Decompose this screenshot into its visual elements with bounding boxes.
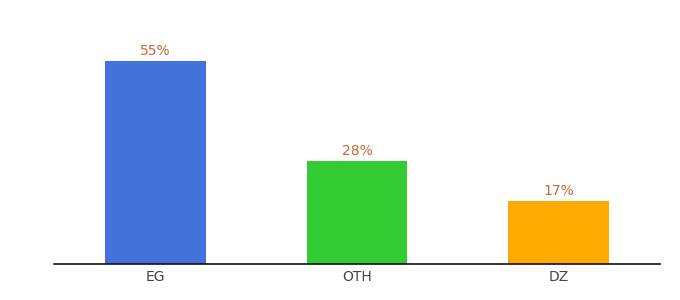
Text: 55%: 55% (140, 44, 171, 58)
Bar (508, 201, 609, 264)
Text: 28%: 28% (341, 144, 373, 158)
Bar (105, 61, 206, 264)
Text: 17%: 17% (543, 184, 574, 198)
Bar (307, 160, 407, 264)
